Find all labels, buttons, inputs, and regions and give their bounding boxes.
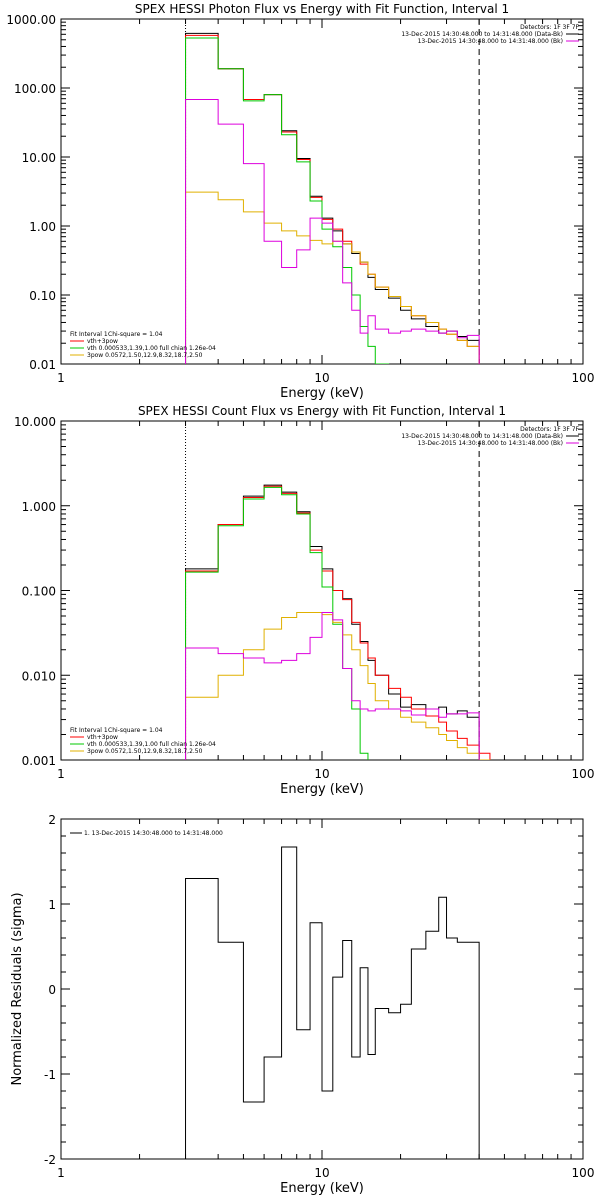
chart-panel-3: 1 10 100 -2 -1 0 1 2 Energy (keV) Normalized Resi… bbox=[10, 813, 594, 1196]
series-group bbox=[185, 484, 491, 760]
time-interval-label: 13-Dec-2015 14:30:48.000 to 14:31:48.000… bbox=[401, 31, 563, 38]
chart-title: SPEX HESSI Photon Flux vs Energy with Fi… bbox=[135, 2, 509, 16]
fit-interval-label: Fit Interval 1 bbox=[70, 727, 108, 734]
chart-title: SPEX HESSI Count Flux vs Energy with Fit… bbox=[138, 404, 506, 418]
y-tick-label: 10.000 bbox=[14, 415, 56, 429]
y-tick-label: 2 bbox=[48, 813, 56, 827]
series-vth bbox=[185, 486, 369, 760]
chart-panel-1: SPEX HESSI Photon Flux vs Energy with Fi… bbox=[6, 2, 594, 401]
series-group bbox=[185, 32, 480, 364]
x-axis-label: Energy (keV) bbox=[280, 782, 364, 797]
y-axis-label: Normalized Residuals (sigma) bbox=[10, 892, 25, 1085]
series-3pow bbox=[185, 191, 480, 364]
series-group bbox=[185, 846, 480, 1159]
detectors-label: Detectors: 1F 3F 7F bbox=[520, 24, 579, 31]
x-tick-label: 10 bbox=[314, 1166, 329, 1180]
x-axis-label: Energy (keV) bbox=[280, 386, 364, 401]
y-tick-label: -1 bbox=[44, 1068, 56, 1082]
chi-square-label: Chi-square = 1.04 bbox=[108, 727, 163, 734]
time-interval-label: 13-Dec-2015 14:30:48.000 to 14:31:48.000… bbox=[401, 433, 563, 440]
y-tick-label: 0.001 bbox=[22, 754, 56, 768]
y-tick-label: 10.00 bbox=[22, 151, 56, 165]
x-tick-label: 10 bbox=[314, 371, 329, 385]
plot-frame bbox=[60, 18, 584, 365]
series-3pow bbox=[185, 612, 491, 760]
legend-label: 1. 13-Dec-2015 14:30:48.000 to 14:31:48.… bbox=[84, 830, 223, 837]
x-tick-label: 100 bbox=[572, 371, 595, 385]
legend-label: vth 0.000533,1.39,1.00 full chian 1.26e-… bbox=[87, 345, 216, 352]
legend-label: 3pow 0.0572,1.50,12.9,8.32,18.7,2.50 bbox=[87, 748, 203, 755]
series-data bbox=[185, 484, 480, 760]
x-tick-label: 100 bbox=[572, 767, 595, 781]
series-vth bbox=[185, 37, 390, 364]
y-tick-label: 1 bbox=[48, 898, 56, 912]
y-tick-label: 1.00 bbox=[29, 220, 56, 234]
series-data bbox=[185, 32, 480, 364]
y-tick-label: 0.100 bbox=[22, 585, 56, 599]
series-background bbox=[185, 612, 480, 760]
y-tick-label: 1000.00 bbox=[6, 13, 56, 27]
series-vth-3pow bbox=[185, 485, 491, 760]
x-tick-label: 1 bbox=[57, 767, 65, 781]
legend-label: vth+3pow bbox=[87, 734, 118, 741]
chi-square-label: Chi-square = 1.04 bbox=[108, 331, 163, 338]
y-tick-label: 1.000 bbox=[22, 500, 56, 514]
x-tick-label: 10 bbox=[314, 767, 329, 781]
fit-interval-label: Fit Interval 1 bbox=[70, 331, 108, 338]
legend-label: vth+3pow bbox=[87, 338, 118, 345]
plot-frame bbox=[60, 420, 584, 761]
y-tick-label: -2 bbox=[44, 1153, 56, 1167]
detectors-label: Detectors: 1F 3F 7F bbox=[520, 426, 579, 433]
y-tick-label: 0.010 bbox=[22, 669, 56, 683]
legend-label: 3pow 0.0572,1.50,12.9,8.32,18.7,2.50 bbox=[87, 352, 203, 359]
x-axis-label: Energy (keV) bbox=[280, 1181, 364, 1196]
y-tick-label: 0 bbox=[48, 983, 56, 997]
x-tick-label: 100 bbox=[572, 1166, 595, 1180]
y-tick-label: 100.00 bbox=[14, 82, 56, 96]
time-interval-label: 13-Dec-2015 14:30:48.000 to 14:31:48.000… bbox=[418, 440, 563, 447]
x-tick-label: 1 bbox=[57, 1166, 65, 1180]
time-interval-label: 13-Dec-2015 14:30:48.000 to 14:31:48.000… bbox=[418, 38, 563, 45]
chart-panel-2: SPEX HESSI Count Flux vs Energy with Fit… bbox=[14, 404, 594, 797]
series-vth-3pow bbox=[185, 34, 480, 364]
y-tick-label: 0.01 bbox=[29, 358, 56, 372]
series-1-13-dec-2015-14-30-48-000-to-14-31-48-000 bbox=[185, 846, 480, 1159]
series-background bbox=[185, 99, 480, 364]
x-tick-label: 1 bbox=[57, 371, 65, 385]
legend-label: vth 0.000533,1.39,1.00 full chian 1.26e-… bbox=[87, 741, 216, 748]
y-tick-label: 0.10 bbox=[29, 289, 56, 303]
